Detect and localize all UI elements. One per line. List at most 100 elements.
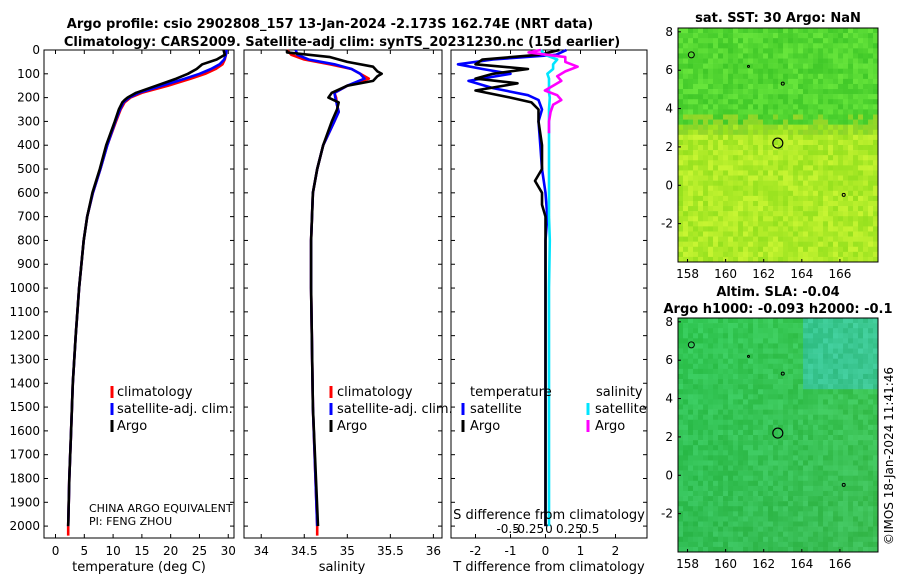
map-cell [803, 175, 809, 181]
map-cell [843, 450, 849, 456]
map-cell [703, 145, 709, 151]
map-cell [718, 348, 724, 354]
map-cell [693, 445, 699, 451]
map-cell [718, 99, 724, 105]
map-cell [758, 195, 764, 202]
map-cell [803, 185, 809, 192]
map-cell [813, 501, 819, 507]
map-cell [828, 63, 834, 69]
map-cell [698, 496, 704, 502]
map-cell [743, 33, 749, 39]
map-cell [863, 409, 869, 415]
map-cell [708, 440, 714, 446]
map-cell [718, 455, 724, 461]
map-cell [703, 333, 709, 339]
map-cell [773, 475, 779, 482]
salinity-lines [285, 49, 384, 536]
map-cell [683, 541, 689, 548]
map-cell [863, 440, 869, 446]
map-cell [808, 180, 814, 186]
map-cell [843, 419, 849, 426]
x-tick-label: 15 [134, 544, 149, 558]
map-cell [768, 531, 774, 538]
map-cell [848, 160, 854, 166]
map-cell [683, 185, 689, 192]
map-cell [753, 470, 759, 476]
map-cell [818, 211, 824, 217]
map-cell [778, 440, 784, 446]
map-cell [723, 200, 729, 207]
map-cell [823, 384, 829, 390]
map-cell [823, 409, 829, 415]
map-cell [793, 89, 799, 95]
map-cell [723, 48, 729, 54]
map-cell [798, 440, 804, 446]
map-cell [813, 496, 819, 502]
map-cell [803, 195, 809, 202]
map-cell [728, 394, 734, 400]
legend-t-satellite: satellite [470, 402, 522, 417]
map-cell [773, 231, 779, 237]
map-cell [723, 83, 729, 90]
map-cell [828, 414, 834, 421]
map-cell [753, 28, 759, 34]
map-cell [718, 496, 724, 502]
map-cell [853, 236, 859, 242]
map-cell [828, 206, 834, 212]
map-cell [753, 38, 759, 44]
map-cell [853, 48, 859, 54]
map-cell [823, 435, 829, 441]
map-cell [873, 73, 879, 80]
map-cell [833, 63, 839, 69]
map-cell [758, 114, 764, 120]
map-cell [678, 368, 684, 375]
map-cell [738, 511, 744, 517]
map-cell [818, 33, 824, 39]
map-cell [823, 541, 829, 548]
map-cell [858, 241, 864, 248]
map-cell [828, 28, 834, 34]
map-cell [728, 353, 734, 359]
map-cell [798, 409, 804, 415]
map-cell [748, 323, 754, 329]
map-cell [828, 68, 834, 75]
map-cell [758, 328, 764, 334]
map-cell [763, 343, 769, 349]
map-cell [703, 68, 709, 75]
map-cell [738, 119, 744, 125]
map-cell [853, 216, 859, 222]
map-cell [868, 353, 874, 359]
map-cell [848, 48, 854, 54]
map-cell [703, 343, 709, 349]
map-cell [773, 419, 779, 426]
map-cell [833, 68, 839, 75]
map-cell [768, 68, 774, 75]
map-cell [848, 440, 854, 446]
map-cell [693, 460, 699, 466]
map-cell [773, 379, 779, 385]
map-cell [793, 180, 799, 186]
map-cell [868, 541, 874, 548]
map-cell [793, 363, 799, 370]
map-cell [698, 429, 704, 436]
map-cell [683, 155, 689, 161]
map-cell [753, 119, 759, 125]
map-cell [848, 501, 854, 507]
map-cell [763, 455, 769, 461]
map-cell [683, 256, 689, 263]
map-cell [693, 206, 699, 212]
map-cell [873, 94, 879, 100]
map-cell [728, 511, 734, 517]
map-cell [703, 109, 709, 115]
map-cell [723, 63, 729, 69]
map-cell [848, 83, 854, 90]
map-cell [793, 231, 799, 237]
map-cell [783, 129, 789, 136]
map-cell [748, 200, 754, 207]
map-cell [728, 221, 734, 227]
map-cell [833, 465, 839, 471]
map-cell [848, 28, 854, 34]
map-cell [823, 241, 829, 248]
map-cell [803, 200, 809, 207]
map-cell [713, 353, 719, 359]
